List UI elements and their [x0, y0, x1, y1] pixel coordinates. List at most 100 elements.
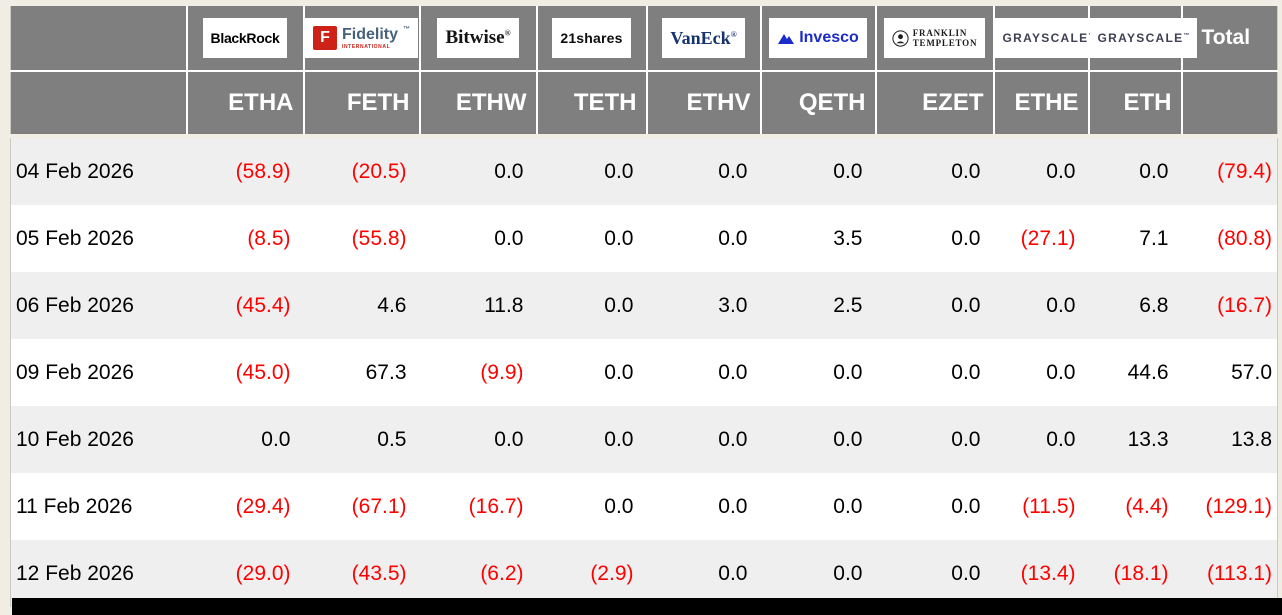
- value-cell-ETHW: 0.0: [494, 159, 524, 183]
- value-cell-ETHA: (29.4): [235, 494, 291, 518]
- value-cell-ETHA: (29.0): [235, 561, 291, 585]
- date-cell: 11 Feb 2026: [16, 494, 133, 518]
- table-row: 06 Feb 2026 (45.4) 4.6 11.8 0.0 3.0 2.5 0.0 0.0 6…: [10, 272, 1278, 339]
- value-cell-ETHE: 0.0: [1046, 427, 1076, 451]
- invesco-logo: Invesco: [769, 18, 867, 58]
- 21shares-logo: 21shares: [552, 18, 631, 58]
- value-cell-ETHE: 0.0: [1046, 360, 1076, 384]
- value-cell-EZET: 0.0: [951, 293, 981, 317]
- ticker-header-FETH: FETH: [303, 71, 421, 138]
- date-cell: 04 Feb 2026: [16, 159, 134, 183]
- value-cell-TETH: 0.0: [604, 226, 634, 250]
- provider-cell-3: 21shares: [536, 6, 648, 72]
- table-row: 09 Feb 2026 (45.0) 67.3 (9.9) 0.0 0.0 0.0 0.0 0.…: [10, 339, 1278, 406]
- blackrock-logo: BlackRock: [202, 18, 288, 58]
- value-cell-FETH: 0.5: [377, 427, 407, 451]
- grayscale-logo: GRAYSCALE™: [994, 18, 1103, 58]
- total-value-cell: (113.1): [1207, 561, 1272, 585]
- value-cell-ETH: 44.6: [1127, 360, 1169, 384]
- franklin-templeton-logo: FRANKLIN TEMPLETON: [883, 18, 986, 58]
- value-cell-ETH: 7.1: [1139, 226, 1169, 250]
- value-cell-ETH: (4.4): [1125, 494, 1169, 518]
- value-cell-ETHW: (6.2): [480, 561, 524, 585]
- value-cell-ETHE: (11.5): [1022, 494, 1076, 518]
- total-value-cell: (16.7): [1217, 293, 1272, 317]
- fidelity-logo: F Fidelity INTERNATIONAL ™: [304, 18, 418, 58]
- value-cell-FETH: (43.5): [351, 561, 407, 585]
- ticker-header-EZET: EZET: [875, 71, 995, 138]
- total-ticker-spacer: [1181, 71, 1278, 138]
- value-cell-ETH: 6.8: [1139, 293, 1169, 317]
- value-cell-QETH: 0.0: [833, 494, 863, 518]
- value-cell-FETH: (67.1): [351, 494, 407, 518]
- value-cell-ETHA: 0.0: [261, 427, 291, 451]
- value-cell-FETH: (20.5): [351, 159, 407, 183]
- corner-cell: [10, 6, 188, 72]
- value-cell-ETH: (18.1): [1113, 561, 1169, 585]
- mountain-icon: [778, 34, 795, 44]
- provider-cell-7: GRAYSCALE™: [993, 6, 1103, 72]
- total-value-cell: (79.4): [1217, 159, 1272, 183]
- value-cell-ETHE: 0.0: [1046, 293, 1076, 317]
- provider-cell-1: F Fidelity INTERNATIONAL ™: [303, 6, 421, 72]
- table-row: 10 Feb 2026 0.0 0.5 0.0 0.0 0.0 0.0 0.0 0.0 13.3 1…: [10, 406, 1278, 473]
- value-cell-EZET: 0.0: [951, 360, 981, 384]
- value-cell-FETH: 67.3: [365, 360, 407, 384]
- value-cell-ETHW: 0.0: [494, 226, 524, 250]
- value-cell-FETH: (55.8): [351, 226, 407, 250]
- value-cell-ETHW: 11.8: [484, 293, 524, 317]
- total-header-cell: Total: [1181, 6, 1278, 72]
- ticker-header-ETHA: ETHA: [186, 71, 305, 138]
- provider-cell-0: BlackRock: [186, 6, 305, 72]
- value-cell-ETHW: (9.9): [480, 360, 524, 384]
- vaneck-logo: VanEck®: [662, 18, 745, 58]
- value-cell-FETH: 4.6: [377, 293, 407, 317]
- ticker-header-ETH: ETH: [1088, 71, 1183, 138]
- date-cell: 10 Feb 2026: [16, 427, 134, 451]
- value-cell-ETHV: 0.0: [718, 159, 748, 183]
- value-cell-TETH: 0.0: [604, 427, 634, 451]
- table-row: 04 Feb 2026 (58.9) (20.5) 0.0 0.0 0.0 0.0 0.0 0.…: [10, 136, 1278, 205]
- value-cell-ETHA: (45.4): [235, 293, 291, 317]
- table-row: 05 Feb 2026 (8.5) (55.8) 0.0 0.0 0.0 3.5 0.0 (27…: [10, 205, 1278, 272]
- fidelity-f-icon: F: [312, 26, 337, 50]
- date-cell: 06 Feb 2026: [16, 293, 134, 317]
- date-header-cell: [10, 71, 188, 138]
- value-cell-ETHV: 3.0: [718, 293, 748, 317]
- value-cell-TETH: 0.0: [604, 360, 634, 384]
- value-cell-ETH: 0.0: [1139, 159, 1169, 183]
- provider-cell-6: FRANKLIN TEMPLETON: [875, 6, 995, 72]
- value-cell-QETH: 0.0: [833, 360, 863, 384]
- value-cell-ETHA: (45.0): [235, 360, 291, 384]
- provider-cell-4: VanEck®: [646, 6, 762, 72]
- ticker-header-ETHV: ETHV: [646, 71, 762, 138]
- value-cell-QETH: 2.5: [833, 293, 863, 317]
- value-cell-QETH: 0.0: [833, 159, 863, 183]
- value-cell-QETH: 0.0: [833, 561, 863, 585]
- ticker-header-ETHE: ETHE: [993, 71, 1090, 138]
- total-value-cell: 13.8: [1231, 427, 1272, 451]
- ticker-header-TETH: TETH: [536, 71, 648, 138]
- ticker-header-QETH: QETH: [760, 71, 877, 138]
- value-cell-ETHV: 0.0: [718, 360, 748, 384]
- value-cell-ETHW: 0.0: [494, 427, 524, 451]
- value-cell-EZET: 0.0: [951, 561, 981, 585]
- value-cell-TETH: 0.0: [604, 293, 634, 317]
- provider-cell-5: Invesco: [760, 6, 877, 72]
- value-cell-ETHE: 0.0: [1046, 159, 1076, 183]
- total-value-cell: 57.0: [1231, 360, 1272, 384]
- bottom-cutoff-band: [12, 598, 1282, 615]
- value-cell-TETH: (2.9): [590, 561, 634, 585]
- value-cell-ETHV: 0.0: [718, 427, 748, 451]
- value-cell-ETH: 13.3: [1127, 427, 1169, 451]
- value-cell-ETHV: 0.0: [718, 226, 748, 250]
- table-row: 12 Feb 2026 (29.0) (43.5) (6.2) (2.9) 0.0 0.0 0…: [10, 540, 1278, 607]
- bitwise-logo: Bitwise®: [437, 18, 519, 58]
- total-value-cell: (80.8): [1217, 226, 1272, 250]
- table-row: 11 Feb 2026 (29.4) (67.1) (16.7) 0.0 0.0 0.0 0.…: [10, 473, 1278, 540]
- ticker-header-ETHW: ETHW: [419, 71, 538, 138]
- value-cell-EZET: 0.0: [951, 226, 981, 250]
- value-cell-ETHW: (16.7): [468, 494, 524, 518]
- value-cell-QETH: 3.5: [833, 226, 863, 250]
